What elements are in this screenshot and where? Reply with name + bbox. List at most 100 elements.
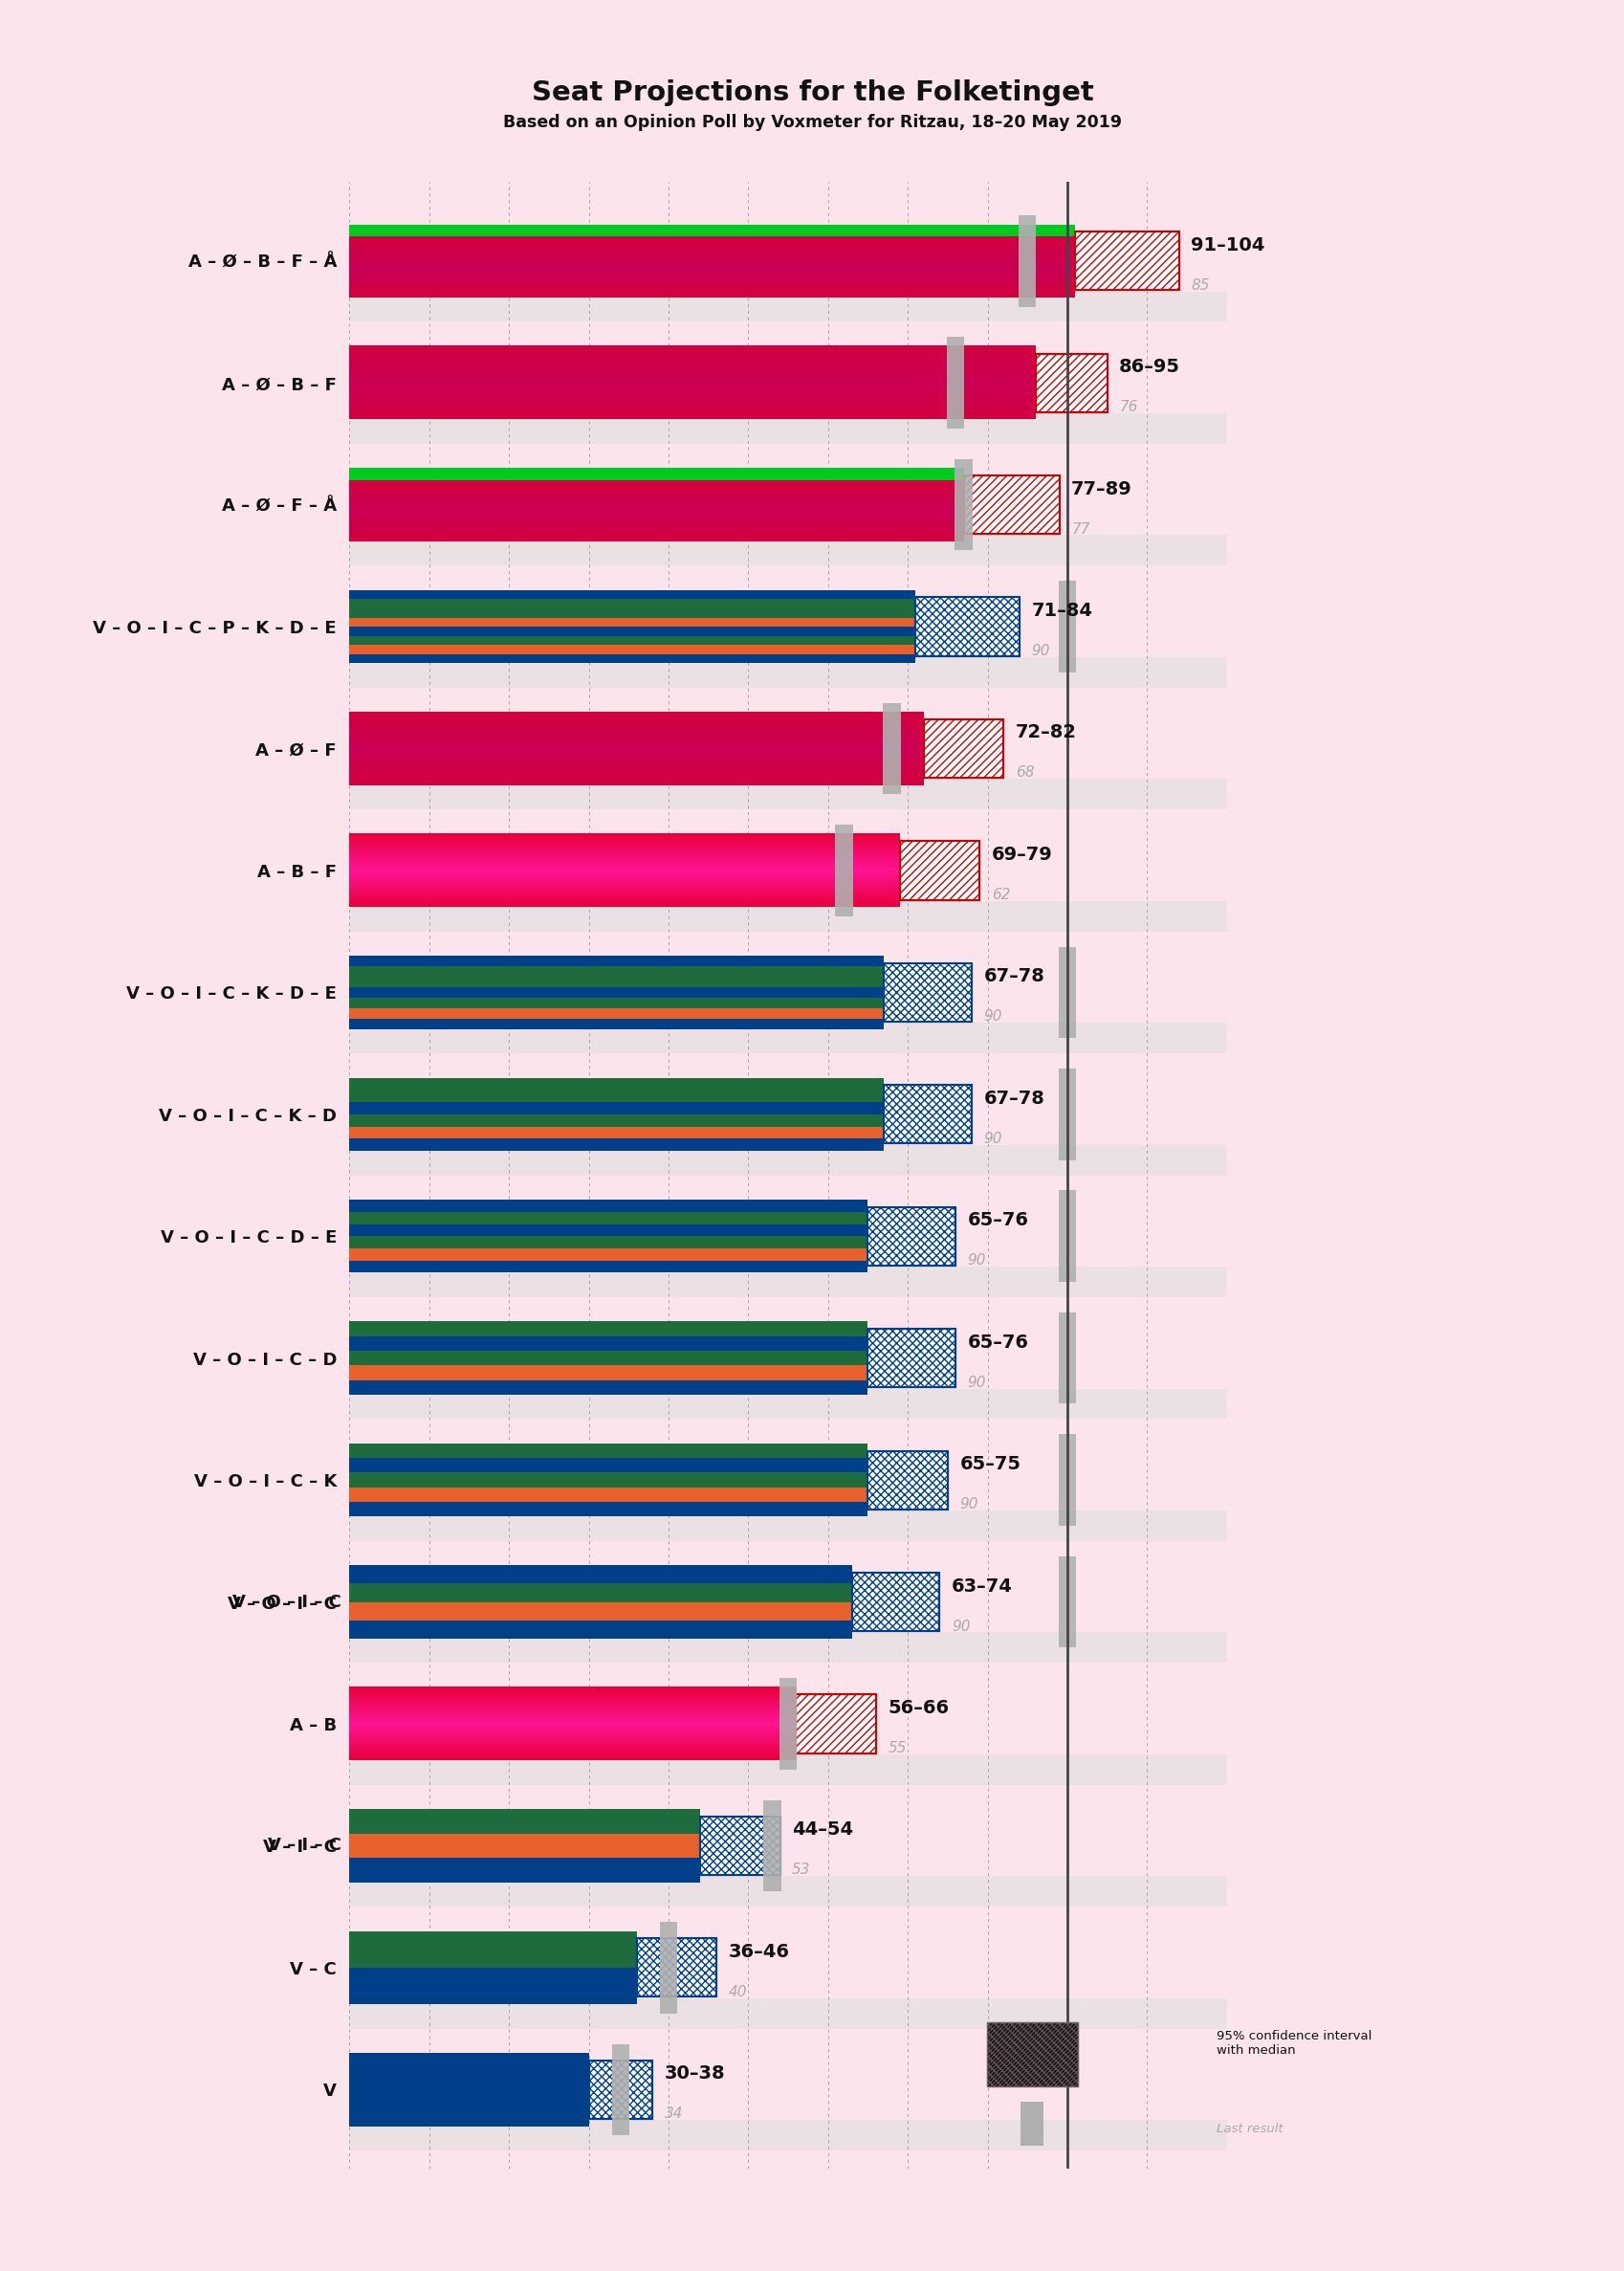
Text: 44–54: 44–54 <box>791 1821 853 1840</box>
Bar <box>349 718 1226 779</box>
Bar <box>349 1101 883 1115</box>
Bar <box>349 1967 637 2005</box>
Bar <box>1057 1435 1075 1526</box>
Bar <box>349 291 1226 322</box>
Bar <box>349 1022 1226 1054</box>
Bar <box>1057 1313 1075 1403</box>
Bar <box>349 963 1226 1022</box>
Bar <box>835 824 853 915</box>
Text: 53: 53 <box>791 1862 810 1878</box>
Text: 65–76: 65–76 <box>966 1333 1028 1351</box>
Bar <box>349 468 963 481</box>
Bar <box>349 1810 700 1833</box>
Bar <box>349 1449 1226 1510</box>
Bar <box>349 600 916 609</box>
Bar <box>659 1921 677 2014</box>
Bar <box>900 840 979 899</box>
Bar <box>349 1998 1226 2028</box>
Bar <box>349 1138 883 1151</box>
Bar <box>349 988 883 997</box>
Bar <box>349 1260 867 1272</box>
Text: 71–84: 71–84 <box>1031 602 1091 620</box>
Bar <box>349 1833 700 1858</box>
Text: 40: 40 <box>728 1985 747 1998</box>
Bar <box>349 597 1226 656</box>
Bar <box>637 1939 716 1996</box>
Bar <box>349 1267 1226 1297</box>
Bar <box>349 1694 1226 1753</box>
Bar <box>1057 1070 1075 1160</box>
Text: 90: 90 <box>966 1254 986 1267</box>
Bar <box>349 1583 851 1601</box>
Bar <box>349 1365 867 1381</box>
Bar <box>883 1086 971 1145</box>
Bar <box>349 1008 883 1017</box>
Bar <box>349 1213 867 1224</box>
Text: 90: 90 <box>983 1011 1002 1024</box>
Text: V – I – C: V – I – C <box>268 1837 341 1855</box>
Bar <box>349 2060 1226 2121</box>
Bar <box>1057 1556 1075 1649</box>
Bar <box>1020 2103 1043 2146</box>
Text: 76: 76 <box>1119 400 1137 413</box>
Bar <box>349 627 916 636</box>
Bar <box>349 1501 867 1517</box>
Bar <box>883 963 971 1022</box>
Bar <box>349 1572 1226 1633</box>
Bar <box>1057 947 1075 1038</box>
Text: 95% confidence interval
with median: 95% confidence interval with median <box>1216 2030 1371 2055</box>
Bar <box>349 1488 867 1501</box>
Text: 77–89: 77–89 <box>1070 479 1132 497</box>
Bar <box>349 1235 867 1249</box>
Bar <box>349 1079 883 1090</box>
Text: 65–75: 65–75 <box>960 1456 1020 1474</box>
Bar <box>349 636 916 645</box>
Text: 69–79: 69–79 <box>991 845 1052 863</box>
Bar <box>349 1444 867 1458</box>
Bar <box>796 1694 875 1753</box>
Bar <box>349 1458 867 1472</box>
Bar <box>349 656 1226 688</box>
Bar <box>867 1329 955 1388</box>
Bar <box>1075 232 1179 291</box>
Bar <box>349 645 916 654</box>
Text: 34: 34 <box>664 2107 682 2121</box>
Bar <box>916 597 1018 656</box>
Bar <box>588 2060 653 2119</box>
Text: 90: 90 <box>983 1131 1002 1147</box>
Bar <box>349 1126 883 1138</box>
Bar <box>922 720 1004 777</box>
Text: 77: 77 <box>1070 522 1090 536</box>
Text: 67–78: 67–78 <box>983 967 1044 986</box>
Bar <box>986 2021 1077 2085</box>
Bar <box>349 779 1226 808</box>
Bar <box>780 1678 796 1769</box>
Bar <box>883 963 971 1022</box>
Bar <box>349 618 916 627</box>
Bar <box>349 1937 1226 1998</box>
Text: 63–74: 63–74 <box>952 1576 1012 1594</box>
Bar <box>349 413 1226 443</box>
Bar <box>349 1633 1226 1662</box>
Text: Last result: Last result <box>1216 2123 1283 2135</box>
Bar <box>986 2021 1077 2085</box>
Bar <box>867 1206 955 1265</box>
Text: 91–104: 91–104 <box>1190 236 1263 254</box>
Bar <box>851 1572 939 1631</box>
Bar <box>963 475 1059 534</box>
Bar <box>349 1930 637 1967</box>
Bar <box>349 956 883 965</box>
Bar <box>882 702 900 795</box>
Text: 56–66: 56–66 <box>887 1699 948 1717</box>
Bar <box>349 2121 1226 2151</box>
Bar <box>349 1083 1226 1145</box>
Text: Based on an Opinion Poll by Voxmeter for Ritzau, 18–20 May 2019: Based on an Opinion Poll by Voxmeter for… <box>503 114 1121 132</box>
Bar <box>349 1565 851 1583</box>
Bar <box>349 1753 1226 1785</box>
Bar <box>349 654 916 663</box>
Bar <box>955 459 971 550</box>
Text: 65–76: 65–76 <box>966 1210 1028 1229</box>
Bar <box>947 336 963 429</box>
Bar <box>867 1451 947 1510</box>
Bar <box>349 1199 867 1213</box>
